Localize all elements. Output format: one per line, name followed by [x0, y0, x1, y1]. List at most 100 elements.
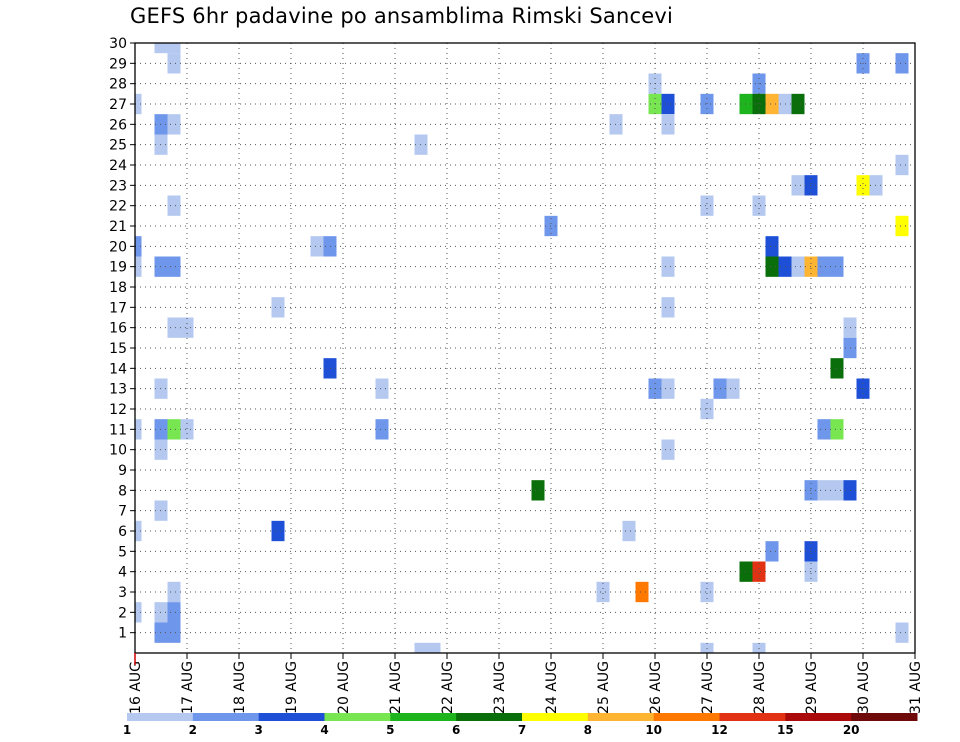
y-tick-label: 19 — [109, 260, 127, 276]
gridlines — [135, 42, 915, 653]
heatmap-cell — [135, 602, 142, 623]
colorbar-label: 10 — [645, 723, 662, 737]
heatmap-cell — [167, 317, 181, 338]
x-tick-label: 28 AUG — [752, 661, 768, 714]
heatmap-cell — [271, 520, 285, 542]
colorbar-label: 1 — [123, 723, 131, 737]
colorbar-segment — [390, 713, 457, 721]
colorbar-label: 7 — [518, 723, 526, 737]
y-tick-label: 13 — [109, 382, 127, 398]
heatmap-cell — [765, 93, 779, 115]
colorbar-segment — [785, 713, 852, 721]
colorbar-label: 20 — [843, 723, 860, 737]
heatmap-cell — [167, 622, 181, 643]
x-tick-label: 19 AUG — [284, 661, 300, 714]
chart-title: GEFS 6hr padavine po ansamblima Rimski S… — [130, 4, 674, 28]
colorbar-label: 6 — [452, 723, 460, 737]
heatmap-cell — [661, 114, 675, 135]
heatmap-cell — [817, 480, 831, 501]
colorbar-label: 8 — [584, 723, 592, 737]
heatmap-cell — [167, 256, 181, 277]
y-tick-label: 16 — [109, 321, 127, 337]
heatmap-cell — [661, 297, 675, 318]
colorbar-label: 4 — [320, 723, 328, 737]
heatmap-cell — [167, 419, 181, 440]
y-tick-label: 4 — [118, 565, 127, 581]
y-tick-label: 9 — [118, 463, 127, 479]
y-tick-label: 1 — [118, 626, 127, 642]
y-tick-label: 8 — [118, 483, 127, 499]
colorbar-label: 5 — [386, 723, 394, 737]
colorbar-segment — [127, 713, 194, 721]
x-tick-label: 21 AUG — [388, 661, 404, 714]
x-tick-label: 26 AUG — [648, 661, 664, 714]
heatmap-cell — [817, 419, 831, 440]
heatmap-cell — [895, 154, 909, 176]
x-tick-label: 24 AUG — [544, 661, 560, 714]
y-tick-label: 5 — [118, 544, 127, 560]
y-tick-label: 22 — [109, 199, 127, 215]
x-tick-label: 22 AUG — [440, 661, 456, 714]
x-tick-label: 29 AUG — [804, 661, 820, 714]
x-tick-label: 31 AUG — [908, 661, 924, 714]
y-tick-label: 23 — [109, 178, 127, 194]
heatmap-cell — [167, 114, 181, 135]
colorbar-segment — [587, 713, 655, 721]
heatmap-cell — [752, 195, 766, 216]
heatmap-cell — [765, 236, 779, 257]
heatmap-cell — [135, 419, 142, 440]
heatmap-cell — [271, 297, 285, 318]
heatmap-cell — [661, 439, 675, 460]
y-tick-label: 25 — [109, 138, 127, 154]
heatmap-cell — [856, 175, 870, 196]
y-tick-label: 12 — [109, 402, 127, 418]
y-tick-label: 15 — [109, 341, 127, 357]
heatmap-cell — [791, 256, 805, 277]
x-axis: 16 AUG 17 AUG 18 AUG 19 AUG 20 AUG 21 AUG 22 A… — [128, 653, 924, 714]
y-tick-label: 29 — [109, 56, 127, 72]
x-tick-label: 16 AUG — [128, 661, 144, 714]
colorbar-segment — [851, 713, 918, 721]
y-tick-label: 7 — [118, 504, 127, 520]
heatmap-cell — [895, 215, 909, 237]
heatmap-cell — [414, 642, 428, 653]
heatmap-cell — [817, 256, 831, 277]
heatmap-cell — [135, 520, 142, 542]
x-tick-label: 27 AUG — [700, 661, 716, 714]
heatmap-cell — [531, 480, 545, 501]
colorbar-segment — [258, 713, 325, 721]
heatmap-cell — [830, 358, 844, 379]
heatmap-cell — [427, 642, 441, 653]
heatmap-cell — [596, 581, 610, 603]
x-tick-label: 25 AUG — [596, 661, 612, 714]
y-tick-label: 30 — [109, 36, 127, 52]
y-tick-label: 6 — [118, 524, 127, 540]
heatmap-cell — [167, 53, 181, 74]
heatmap-cell — [154, 43, 168, 54]
heatmap-cell — [167, 43, 181, 54]
colorbar-segment — [653, 713, 720, 721]
y-tick-label: 24 — [109, 158, 127, 174]
heatmap-cell — [180, 419, 194, 440]
colorbar-segment — [522, 713, 589, 721]
heatmap-cell — [635, 581, 649, 603]
colorbar-segment — [456, 713, 523, 721]
colorbar-label: 12 — [711, 723, 728, 737]
x-tick-label: 23 AUG — [492, 661, 508, 714]
y-tick-label: 11 — [109, 422, 127, 438]
heatmap-cell — [661, 256, 675, 277]
heatmap-cell — [375, 378, 389, 399]
heatmap-cell — [135, 256, 142, 277]
heatmap-cell — [830, 256, 844, 277]
heatmap-cell — [135, 93, 142, 115]
heatmap-cell — [895, 622, 909, 643]
y-tick-label: 14 — [109, 361, 127, 377]
heatmap-cell — [700, 195, 714, 216]
colorbar-segment — [324, 713, 391, 721]
colorbar-label: 2 — [189, 723, 197, 737]
colorbar-label: 15 — [777, 723, 794, 737]
heatmap-cell — [135, 236, 142, 257]
heatmap-cell — [167, 581, 181, 603]
heatmap-cell — [765, 256, 779, 277]
heatmap-cell — [791, 93, 805, 115]
